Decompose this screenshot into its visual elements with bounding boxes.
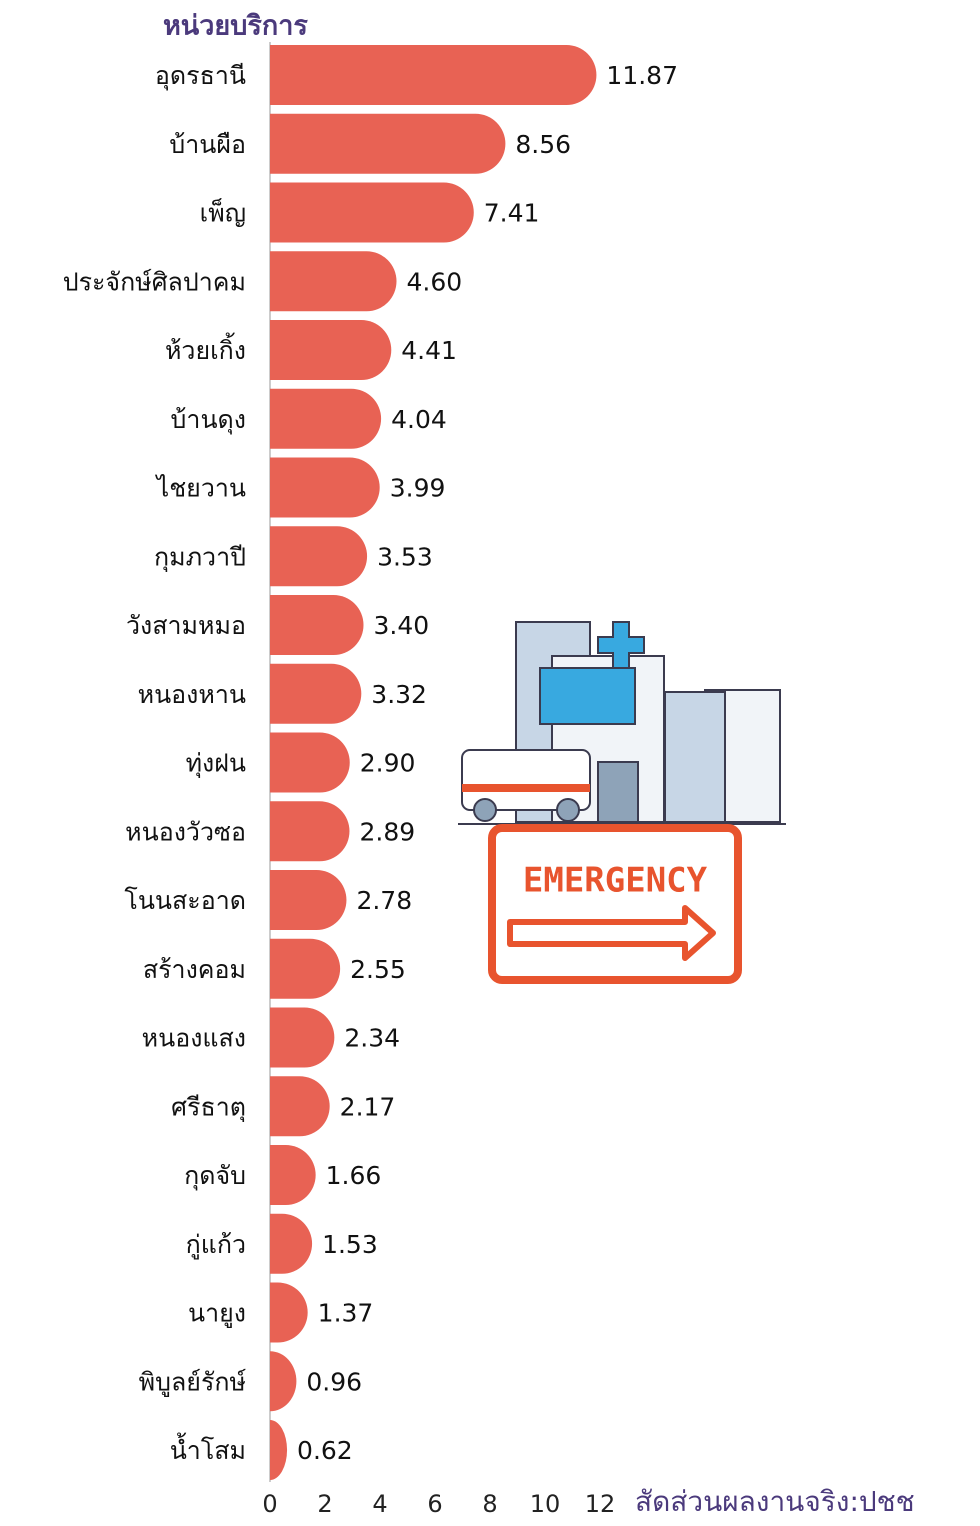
bar (270, 801, 349, 861)
bar (270, 320, 391, 380)
bar (270, 1351, 296, 1411)
value-label: 11.87 (606, 61, 678, 90)
y-tick-label: บ้านดุง (171, 405, 246, 435)
value-label: 8.56 (515, 130, 571, 159)
y-tick-label: อุดรธานี (155, 61, 246, 91)
x-tick-label: 0 (262, 1490, 277, 1518)
value-label: 0.62 (297, 1436, 353, 1465)
value-label: 4.04 (391, 405, 447, 434)
value-label: 2.34 (344, 1024, 400, 1053)
bar (270, 45, 596, 105)
y-tick-label: วังสามหมอ (126, 611, 246, 640)
bar (270, 251, 397, 311)
value-label: 2.17 (340, 1092, 396, 1121)
value-label: 0.96 (306, 1367, 362, 1396)
bar (270, 1214, 312, 1274)
x-tick-label: 12 (585, 1490, 616, 1518)
bar (270, 114, 505, 174)
y-tick-label: ห้วยเกิ้ง (165, 332, 246, 365)
y-tick-label: กู่แก้ว (186, 1230, 246, 1260)
y-tick-label: บ้านผือ (169, 130, 246, 159)
y-tick-label: กุดจับ (184, 1161, 246, 1191)
bar (270, 1145, 316, 1205)
bar (270, 939, 340, 999)
bar (270, 664, 361, 724)
sign-text: EMERGENCY (523, 861, 708, 901)
y-tick-label: หนองแสง (142, 1024, 246, 1053)
chart-title: หน่วยบริการ (163, 11, 308, 42)
value-label: 4.41 (401, 336, 457, 365)
value-label: 7.41 (484, 199, 540, 228)
bar (270, 526, 367, 586)
bar (270, 595, 364, 655)
value-label: 2.78 (356, 886, 412, 915)
y-tick-label: ไชยวาน (155, 474, 246, 503)
bar (270, 1008, 334, 1068)
x-tick-label: 10 (530, 1490, 561, 1518)
y-tick-label: ศรีธาตุ (171, 1092, 246, 1122)
x-tick-label: 4 (372, 1490, 387, 1518)
y-tick-label: น้ำโสม (170, 1432, 246, 1465)
value-label: 3.99 (390, 474, 446, 503)
value-label: 2.55 (350, 955, 406, 984)
x-axis-label: สัดส่วนผลงานจริง:ปชช (635, 1485, 915, 1518)
x-tick-label: 2 (317, 1490, 332, 1518)
value-label: 3.40 (374, 611, 430, 640)
chart: หน่วยบริการ สัดส่วนผลงานจริง:ปชช EMERGEN… (0, 0, 980, 1522)
bar (270, 458, 380, 518)
value-label: 1.66 (326, 1161, 382, 1190)
y-tick-label: พิบูลย์รักษ์ (139, 1367, 247, 1397)
y-tick-label: เพ็ญ (200, 198, 246, 228)
bar (270, 1076, 330, 1136)
bar (270, 389, 381, 449)
y-tick-label: หนองวัวซอ (125, 817, 246, 846)
value-label: 2.89 (359, 817, 415, 846)
y-tick-label: ทุ่งฝน (186, 749, 246, 779)
y-tick-label: สร้างคอม (143, 955, 246, 984)
bar (270, 870, 346, 930)
bar (270, 183, 474, 243)
y-tick-label: ประจักษ์ศิลปาคม (63, 267, 246, 296)
bar (270, 1283, 308, 1343)
value-label: 1.53 (322, 1230, 378, 1259)
x-tick-label: 8 (482, 1490, 497, 1518)
value-label: 1.37 (318, 1299, 374, 1328)
y-tick-label: นายูง (188, 1299, 246, 1329)
y-tick-label: หนองหาน (138, 680, 246, 709)
bar (270, 733, 350, 793)
illustration: EMERGENCY (458, 622, 786, 980)
value-label: 2.90 (360, 749, 416, 778)
value-label: 4.60 (407, 267, 463, 296)
bar (270, 1420, 287, 1480)
x-tick-label: 6 (427, 1490, 442, 1518)
y-tick-label: กุมภวาปี (154, 542, 246, 572)
y-tick-label: โนนสะอาด (124, 886, 246, 915)
value-label: 3.32 (371, 680, 427, 709)
value-label: 3.53 (377, 542, 433, 571)
